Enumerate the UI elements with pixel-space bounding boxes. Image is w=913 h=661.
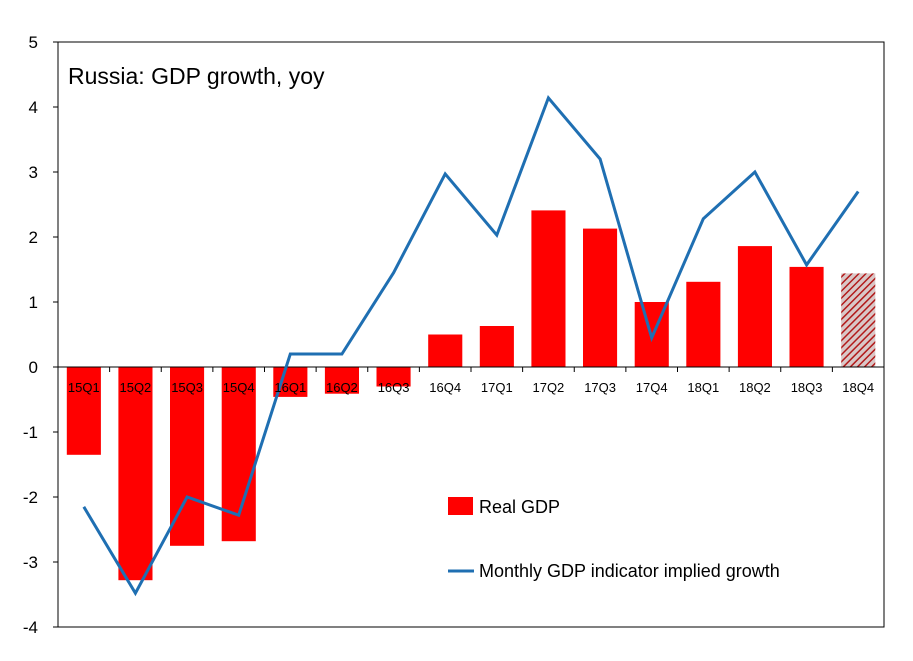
x-tick-label: 16Q3 xyxy=(378,380,410,395)
x-tick-label: 16Q2 xyxy=(326,380,358,395)
x-tick-label: 17Q4 xyxy=(636,380,668,395)
x-tick-label: 18Q4 xyxy=(842,380,874,395)
bar-16Q2 xyxy=(324,367,359,394)
y-tick-label: 4 xyxy=(29,98,38,117)
bar-15Q2 xyxy=(118,367,153,581)
y-tick-label: 0 xyxy=(29,358,38,377)
bar-18Q2 xyxy=(737,246,772,367)
legend-label-real-gdp: Real GDP xyxy=(479,497,560,517)
y-tick-label: 3 xyxy=(29,163,38,182)
x-axis-categories: 15Q1 15Q2 15Q3 15Q4 16Q1 16Q2 16Q3 16Q4 17Q1 17Q2… xyxy=(57,367,874,395)
x-tick-label: 16Q1 xyxy=(274,380,306,395)
y-tick-label: -3 xyxy=(23,553,38,572)
y-tick-label: -1 xyxy=(23,423,38,442)
y-tick-label: 2 xyxy=(29,228,38,247)
legend-label-monthly-indicator: Monthly GDP indicator implied growth xyxy=(479,561,780,581)
x-tick-label: 15Q2 xyxy=(119,380,151,395)
bar-17Q2 xyxy=(531,210,566,367)
monthly-indicator-polyline xyxy=(82,94,860,597)
chart-title: Russia: GDP growth, yoy xyxy=(68,63,325,89)
x-tick-label: 17Q2 xyxy=(532,380,564,395)
y-tick-label: -2 xyxy=(23,488,38,507)
y-tick-label: 1 xyxy=(29,293,38,312)
x-tick-label: 18Q2 xyxy=(739,380,771,395)
legend: Real GDP Monthly GDP indicator implied g… xyxy=(448,497,780,581)
y-tick-label: -4 xyxy=(23,618,38,637)
bar-15Q1 xyxy=(66,367,101,455)
bar-16Q3 xyxy=(376,367,411,387)
y-tick-label: 5 xyxy=(29,33,38,52)
x-tick-label: 16Q4 xyxy=(429,380,461,395)
legend-swatch-real-gdp xyxy=(448,497,473,515)
y-axis-ticks: -4 -3 -2 -1 0 1 2 3 4 5 xyxy=(23,33,58,637)
bar-18Q1 xyxy=(686,281,721,367)
x-tick-label: 18Q3 xyxy=(791,380,823,395)
bar-18Q4 xyxy=(841,273,876,367)
bar-18Q3 xyxy=(789,266,824,367)
x-tick-label: 15Q3 xyxy=(171,380,203,395)
x-tick-label: 15Q4 xyxy=(223,380,255,395)
x-tick-label: 17Q1 xyxy=(481,380,513,395)
x-tick-label: 15Q1 xyxy=(68,380,100,395)
bar-16Q4 xyxy=(428,334,463,367)
bar-17Q1 xyxy=(479,326,514,367)
x-tick-label: 17Q3 xyxy=(584,380,616,395)
monthly-indicator-line xyxy=(82,94,860,597)
bar-17Q3 xyxy=(583,228,618,367)
x-tick-label: 18Q1 xyxy=(687,380,719,395)
